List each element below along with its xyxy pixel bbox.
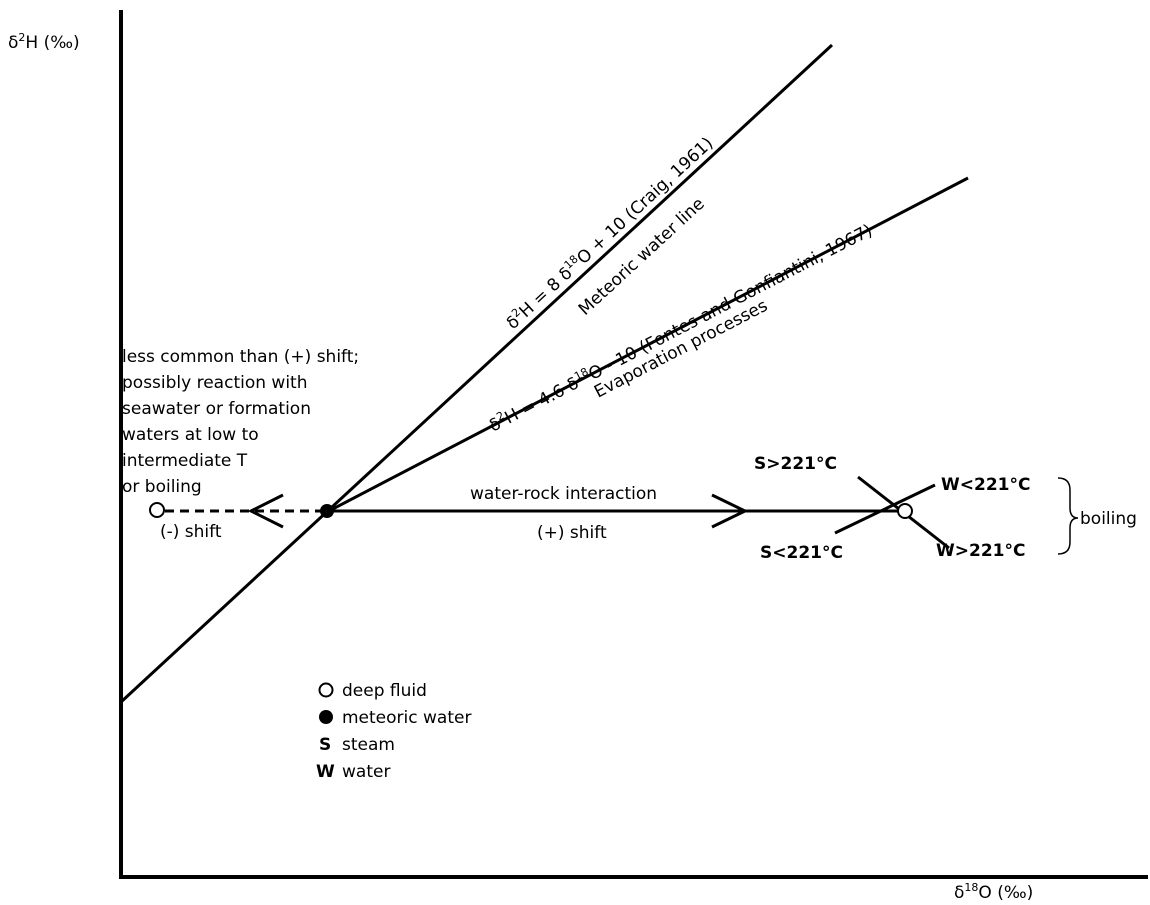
legend: deep fluid meteoric water S steam W wate… <box>316 681 471 782</box>
negative-shift-label: (-) shift <box>160 522 222 542</box>
meteoric-water-marker <box>320 504 334 518</box>
steam-below-label: S<221°C <box>760 543 843 563</box>
boiling-brace <box>1057 477 1079 555</box>
legend-deep-fluid-icon <box>318 682 334 698</box>
meteoric-water-line <box>119 43 834 704</box>
negative-shift-arrowhead <box>247 493 284 529</box>
water-rock-interaction-label: water-rock interaction <box>470 484 657 504</box>
legend-steam-symbol: S <box>319 735 331 755</box>
y-axis-label: δ2H (‰) <box>8 31 80 53</box>
water-above-label: W>221°C <box>936 541 1025 561</box>
legend-steam-label: steam <box>342 735 395 755</box>
evaporation-line-equation: δ2H = 4.6 δ18O - 10 (Fontes and Gonfiant… <box>485 219 876 437</box>
positive-shift-label: (+) shift <box>537 523 607 543</box>
legend-water-symbol: W <box>316 762 335 782</box>
water-below-label: W<221°C <box>941 475 1030 495</box>
legend-deep-fluid-label: deep fluid <box>342 681 427 701</box>
x-axis-label: δ18O (‰) <box>954 881 1033 903</box>
evaporation-line <box>326 176 969 514</box>
legend-meteoric-water-icon <box>319 710 333 724</box>
deep-fluid-marker-right <box>897 503 913 519</box>
water-boiling-line <box>834 483 936 535</box>
legend-water-label: water <box>342 762 390 782</box>
boiling-label: boiling <box>1080 509 1137 529</box>
positive-shift-arrowhead <box>711 493 749 529</box>
negative-shift-note: less common than (+) shift; possibly rea… <box>122 347 365 497</box>
meteoric-line-equation: δ2H = 8 δ18O + 10 (Craig, 1961) <box>501 132 717 334</box>
deep-fluid-marker-left <box>149 502 165 518</box>
steam-above-label: S>221°C <box>754 454 837 474</box>
legend-meteoric-water-label: meteoric water <box>342 708 471 728</box>
